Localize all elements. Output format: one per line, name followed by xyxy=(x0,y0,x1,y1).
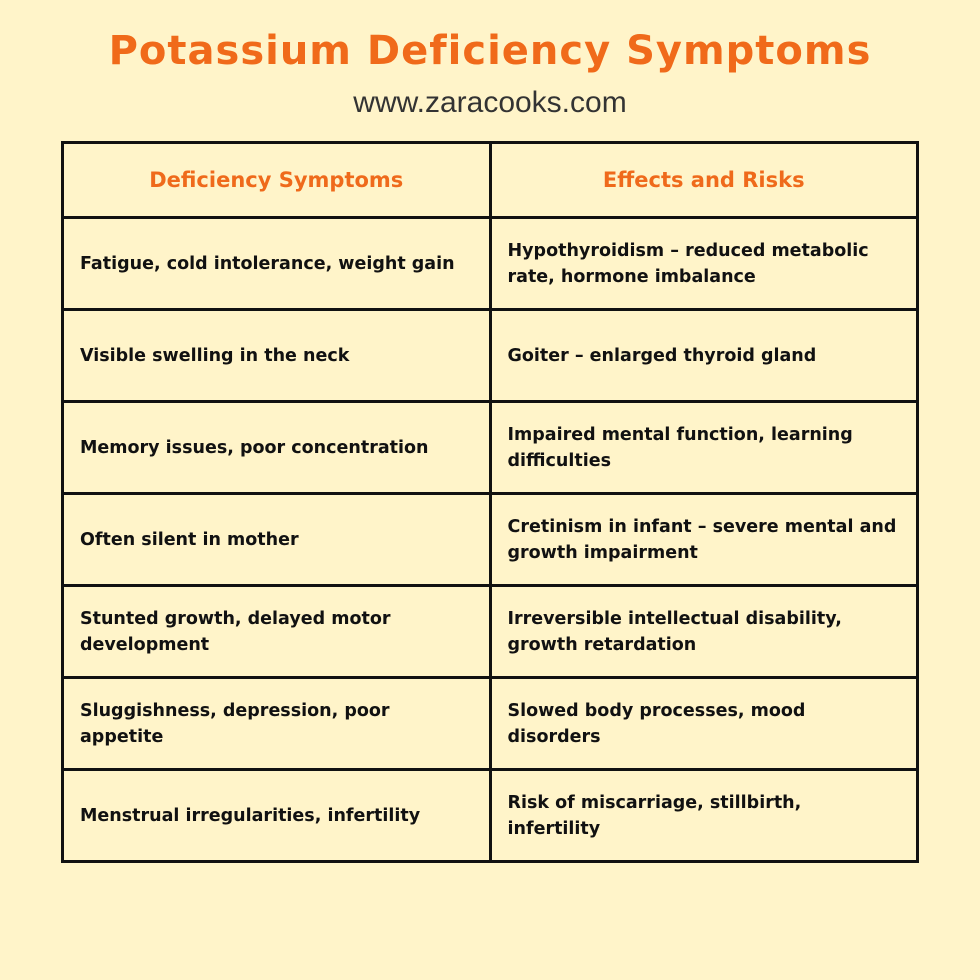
table-cell: Slowed body processes, mood disorders xyxy=(488,676,919,771)
table-cell: Fatigue, cold intolerance, weight gain xyxy=(61,216,492,311)
table-row: Often silent in mother Cretinism in infan… xyxy=(61,492,919,587)
table-row: Menstrual irregularities, infertility Ris… xyxy=(61,768,919,863)
column-header: Deficiency Symptoms xyxy=(61,141,492,219)
table-row: Stunted growth, delayed motor developmen… xyxy=(61,584,919,679)
table-cell: Irreversible intellectual disability, gr… xyxy=(488,584,919,679)
subtitle: www.zaracooks.com xyxy=(353,86,627,119)
table-cell: Cretinism in infant – severe mental and … xyxy=(488,492,919,587)
column-header: Effects and Risks xyxy=(488,141,919,219)
table-row: Visible swelling in the neck Goiter – enl… xyxy=(61,308,919,403)
table-cell: Goiter – enlarged thyroid gland xyxy=(488,308,919,403)
table-row: Fatigue, cold intolerance, weight gain Hy… xyxy=(61,216,919,311)
table-cell: Memory issues, poor concentration xyxy=(61,400,492,495)
table-cell: Often silent in mother xyxy=(61,492,492,587)
table-cell: Stunted growth, delayed motor developmen… xyxy=(61,584,492,679)
table-row: Sluggishness, depression, poor appetite S… xyxy=(61,676,919,771)
table-cell: Visible swelling in the neck xyxy=(61,308,492,403)
table-cell: Menstrual irregularities, infertility xyxy=(61,768,492,863)
table-cell: Hypothyroidism – reduced metabolic rate,… xyxy=(488,216,919,311)
title: Potassium Deficiency Symptoms xyxy=(108,28,872,74)
header-row: Deficiency Symptoms Effects and Risks xyxy=(61,141,919,219)
table-row: Memory issues, poor concentration Impaire… xyxy=(61,400,919,495)
symptoms-table: Deficiency Symptoms Effects and Risks Fat… xyxy=(61,141,919,863)
table-cell: Risk of miscarriage, stillbirth, inferti… xyxy=(488,768,919,863)
table-body: Fatigue, cold intolerance, weight gain Hy… xyxy=(61,216,919,863)
table-head: Deficiency Symptoms Effects and Risks xyxy=(61,141,919,219)
table-cell: Impaired mental function, learning diffi… xyxy=(488,400,919,495)
table-cell: Sluggishness, depression, poor appetite xyxy=(61,676,492,771)
